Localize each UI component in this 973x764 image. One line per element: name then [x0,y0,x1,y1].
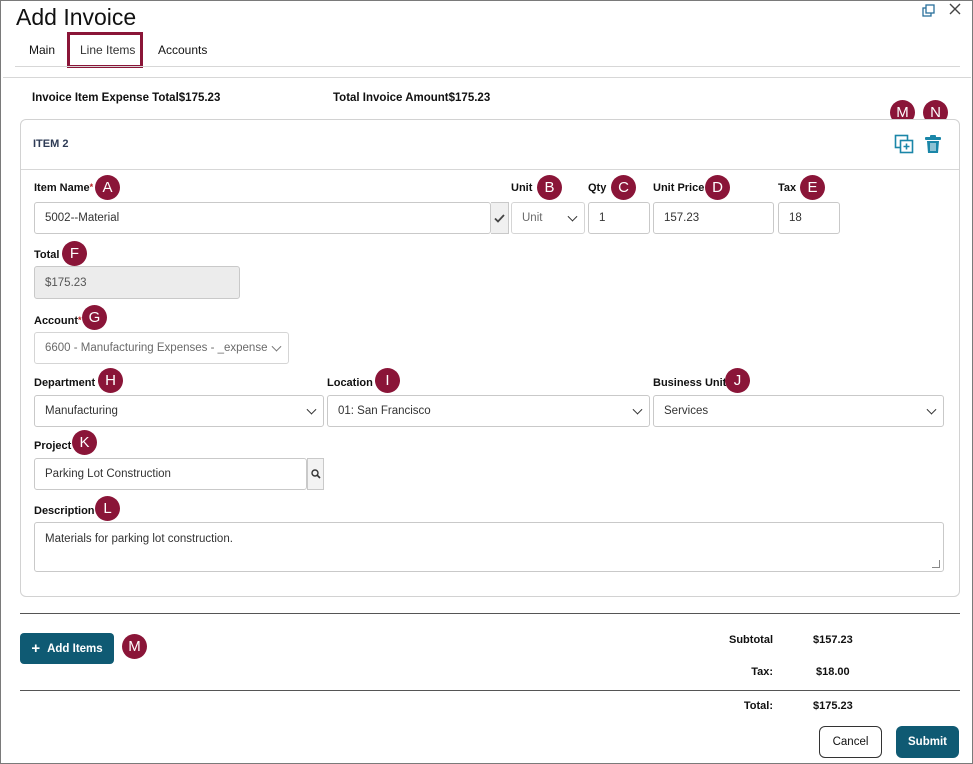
chevron-down-icon [567,211,578,222]
add-items-button[interactable]: + Add Items [20,633,114,664]
dialog-title: Add Invoice [16,4,137,30]
callout-d: D [705,175,730,200]
project-label: Project [34,440,72,452]
invoice-amount-value: $175.23 [448,92,491,104]
business-unit-select-value: Services [664,405,709,417]
check-icon [491,202,509,234]
callout-b: B [537,175,562,200]
item-label: ITEM 2 [33,138,69,150]
trash-icon[interactable] [924,134,942,159]
location-select[interactable]: 01: San Francisco [327,395,650,427]
callout-e: E [800,175,825,200]
unit-select[interactable]: Unit [511,202,585,234]
tax-total-value: $18.00 [816,666,850,678]
account-select[interactable]: 6600 - Manufacturing Expenses - _expense [34,332,289,364]
total-label: Total [34,249,60,261]
callout-h: H [98,368,123,393]
unit-label: Unit [511,182,533,194]
description-value: Materials for parking lot construction. [45,533,233,545]
totals-divider [20,690,960,691]
account-label: Account* [34,315,82,327]
unit-select-value: Unit [522,212,543,224]
tax-label: Tax [778,182,797,194]
invoice-amount-label: Total Invoice Amount [333,92,449,104]
tax-total-label: Tax: [751,666,773,678]
header-divider [3,77,971,78]
popout-icon[interactable] [922,4,935,20]
callout-l: L [95,496,120,521]
cancel-button[interactable]: Cancel [819,726,882,758]
department-select[interactable]: Manufacturing [34,395,324,427]
tax-input[interactable]: 18 [778,202,840,234]
expense-total-summary: Invoice Item Expense Total$175.23 [32,92,220,104]
tab-divider [15,66,960,67]
callout-j: J [725,368,750,393]
callout-f: F [62,241,87,266]
grand-total-label: Total: [743,700,773,712]
invoice-amount-summary: Total Invoice Amount$175.23 [333,92,490,104]
tab-accounts[interactable]: Accounts [158,43,208,57]
total-field: $175.23 [34,266,240,299]
footer-divider [20,613,960,614]
location-select-value: 01: San Francisco [338,405,431,417]
expense-total-label: Invoice Item Expense Total [32,92,179,104]
tab-main[interactable]: Main [29,43,56,57]
chevron-down-icon [271,341,282,352]
add-items-label: Add Items [47,642,103,655]
department-select-value: Manufacturing [45,405,118,417]
qty-label: Qty [588,182,607,194]
business-unit-select[interactable]: Services [653,395,944,427]
callout-g: G [82,305,107,330]
unit-price-label: Unit Price [653,182,705,194]
callout-m-add-items: M [122,634,147,659]
subtotal-label: Subtotal [729,634,773,646]
item-name-label: Item Name* [34,182,94,194]
expense-total-value: $175.23 [178,92,221,104]
card-header-divider [21,169,959,170]
chevron-down-icon [926,404,937,415]
business-unit-label: Business Unit [653,377,727,389]
description-textarea[interactable]: Materials for parking lot construction. [34,522,944,572]
account-select-value: 6600 - Manufacturing Expenses - _expense [45,342,268,354]
tab-line-items[interactable]: Line Items [80,43,136,57]
submit-button[interactable]: Submit [896,726,959,758]
close-icon[interactable] [949,2,961,20]
duplicate-icon[interactable] [894,134,914,159]
grand-total-value: $175.23 [813,700,853,712]
qty-input[interactable]: 1 [588,202,650,234]
department-label: Department [34,377,96,389]
item-name-input[interactable]: 5002--Material [34,202,491,234]
callout-i: I [375,368,400,393]
description-label: Description [34,505,95,517]
project-input[interactable]: Parking Lot Construction [34,458,307,490]
callout-a: A [95,175,120,200]
plus-icon: + [31,640,41,657]
callout-c: C [611,175,636,200]
chevron-down-icon [632,404,643,415]
chevron-down-icon [306,404,317,415]
unit-price-input[interactable]: 157.23 [653,202,774,234]
location-label: Location [327,377,373,389]
subtotal-value: $157.23 [813,634,853,646]
search-icon[interactable] [307,458,324,490]
resize-handle[interactable] [932,560,940,568]
callout-k: K [72,430,97,455]
